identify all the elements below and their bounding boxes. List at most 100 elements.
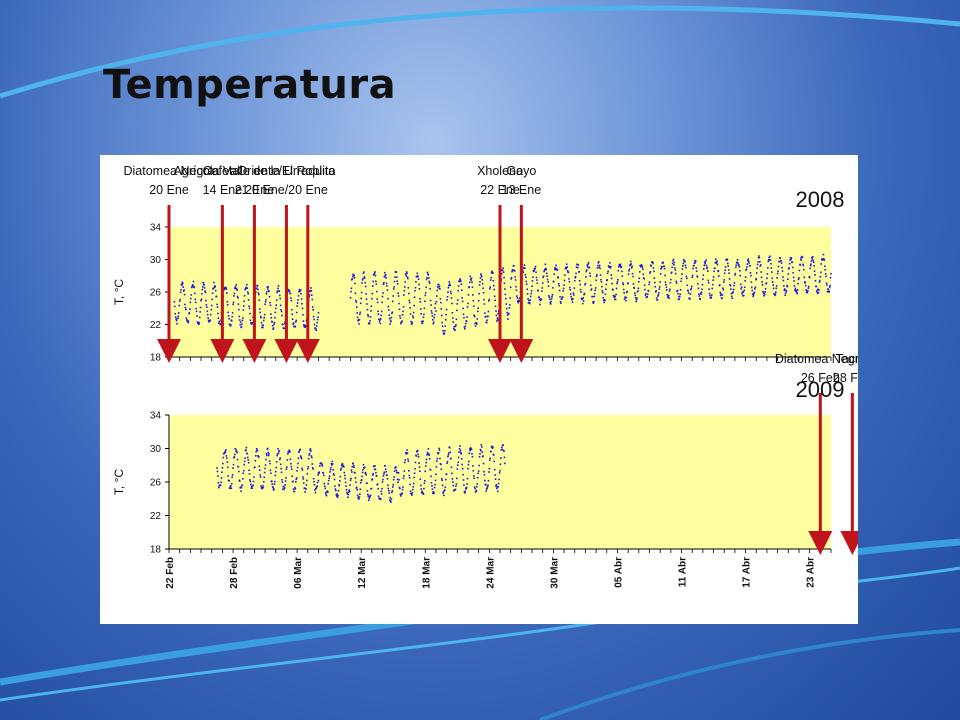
- data-point: [314, 491, 317, 494]
- data-point: [404, 459, 407, 461]
- data-point: [767, 258, 770, 261]
- data-point: [323, 482, 326, 485]
- data-point: [411, 494, 413, 496]
- data-point: [358, 496, 361, 498]
- data-point: [463, 491, 466, 493]
- data-point: [207, 317, 209, 319]
- data-point: [473, 477, 475, 480]
- site-date-label: 21 Ene: [235, 183, 275, 197]
- data-point: [445, 308, 448, 311]
- data-point: [401, 488, 404, 491]
- data-point: [407, 460, 410, 462]
- data-point: [751, 289, 754, 292]
- data-point: [734, 274, 736, 276]
- data-point: [715, 261, 718, 263]
- data-point: [428, 454, 431, 457]
- data-point: [587, 263, 589, 266]
- data-point: [558, 289, 561, 292]
- data-point: [300, 298, 303, 300]
- data-point: [763, 294, 765, 297]
- data-point: [237, 465, 240, 468]
- data-point: [211, 292, 214, 294]
- data-point: [599, 274, 602, 276]
- data-point: [340, 464, 343, 467]
- data-point: [223, 288, 225, 291]
- data-point: [234, 453, 236, 456]
- data-point: [234, 287, 236, 290]
- data-point: [697, 287, 700, 290]
- data-point: [173, 301, 176, 303]
- data-point: [231, 312, 234, 314]
- data-point: [644, 288, 646, 291]
- data-point: [198, 323, 200, 326]
- data-point: [367, 499, 370, 502]
- data-point: [784, 292, 787, 294]
- data-point: [232, 301, 235, 304]
- data-point: [476, 318, 479, 320]
- data-point: [424, 480, 426, 482]
- data-point: [627, 273, 630, 276]
- data-point: [230, 482, 233, 485]
- data-point: [375, 283, 378, 285]
- data-point: [600, 281, 603, 283]
- data-point: [641, 264, 643, 267]
- data-point: [335, 493, 338, 496]
- data-point: [347, 491, 350, 494]
- data-point: [636, 297, 638, 300]
- data-point: [266, 291, 268, 293]
- data-point: [173, 305, 176, 308]
- data-point: [296, 466, 299, 469]
- data-point: [282, 485, 285, 488]
- data-point: [289, 450, 291, 453]
- data-point: [272, 486, 274, 489]
- data-point: [755, 278, 757, 281]
- data-point: [541, 282, 544, 284]
- data-point: [646, 293, 649, 296]
- data-point: [466, 477, 469, 480]
- data-point: [461, 463, 463, 466]
- data-point: [261, 326, 263, 329]
- data-point: [482, 287, 484, 290]
- data-point: [776, 272, 779, 275]
- data-point: [759, 261, 761, 263]
- data-point: [301, 467, 303, 470]
- data-point: [236, 451, 238, 454]
- data-point: [380, 493, 383, 495]
- data-point: [635, 300, 637, 303]
- data-point: [685, 266, 687, 269]
- data-point: [431, 488, 434, 491]
- data-point: [415, 455, 418, 457]
- data-point: [493, 288, 496, 291]
- data-point: [591, 295, 594, 298]
- data-point: [264, 300, 267, 303]
- data-point: [686, 277, 688, 280]
- data-point: [659, 281, 661, 283]
- data-point: [343, 466, 345, 468]
- data-point: [237, 303, 240, 305]
- data-point: [401, 492, 403, 494]
- data-point: [306, 472, 309, 475]
- data-point: [262, 324, 265, 327]
- data-point: [422, 492, 424, 495]
- data-point: [476, 483, 479, 485]
- data-point: [666, 293, 669, 296]
- data-point: [352, 462, 354, 465]
- data-point: [638, 281, 640, 283]
- data-point: [391, 312, 393, 315]
- data-point: [365, 293, 367, 295]
- data-point: [608, 265, 611, 268]
- data-point: [290, 465, 293, 468]
- data-point: [431, 315, 434, 317]
- data-point: [721, 294, 724, 296]
- data-point: [605, 288, 607, 291]
- data-point: [344, 477, 346, 480]
- data-point: [597, 264, 599, 267]
- data-point: [216, 303, 218, 306]
- data-point: [393, 286, 395, 288]
- data-point: [268, 460, 271, 462]
- data-point: [385, 470, 387, 473]
- data-point: [782, 279, 785, 282]
- y-tick-label: 30: [150, 444, 162, 455]
- data-point: [476, 323, 478, 325]
- data-point: [799, 257, 802, 260]
